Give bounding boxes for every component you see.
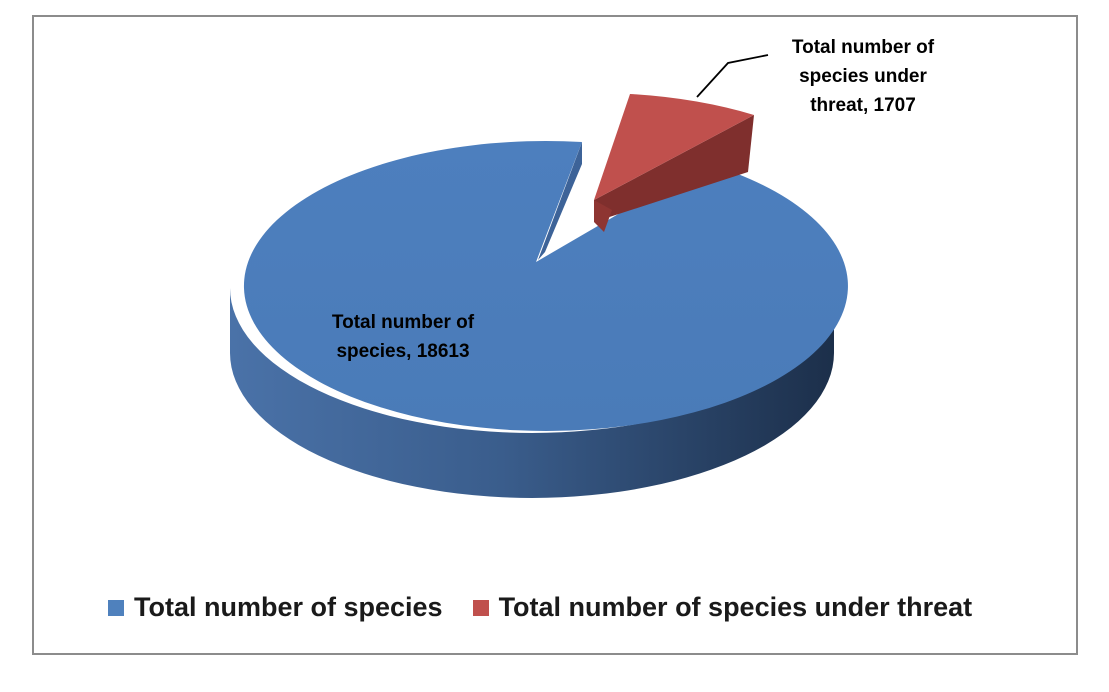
- legend-label-under-threat: Total number of species under threat: [498, 592, 973, 622]
- pie-slice-under-threat: [594, 94, 754, 200]
- legend-item-under-threat: Total number of species under threat: [472, 592, 973, 623]
- pie-slice-species-side: [230, 288, 834, 498]
- pie-slice-under-threat-side: [594, 115, 754, 222]
- chart-legend: Total number of species Total number of …: [108, 592, 1002, 623]
- legend-swatch-blue: [108, 599, 124, 616]
- legend-item-species: Total number of species: [108, 592, 443, 623]
- pie-slice-species: [243, 140, 848, 431]
- data-label-under-threat: Total number of species under threat, 17…: [791, 37, 935, 116]
- legend-label-species: Total number of species: [134, 592, 443, 622]
- pie-slice-species-edge: [538, 142, 582, 260]
- legend-swatch-red: [472, 599, 489, 616]
- leader-line: [696, 54, 769, 98]
- data-label-species: Total number of species, 18613: [331, 312, 475, 362]
- pie-slice-under-threat-front: [594, 200, 612, 232]
